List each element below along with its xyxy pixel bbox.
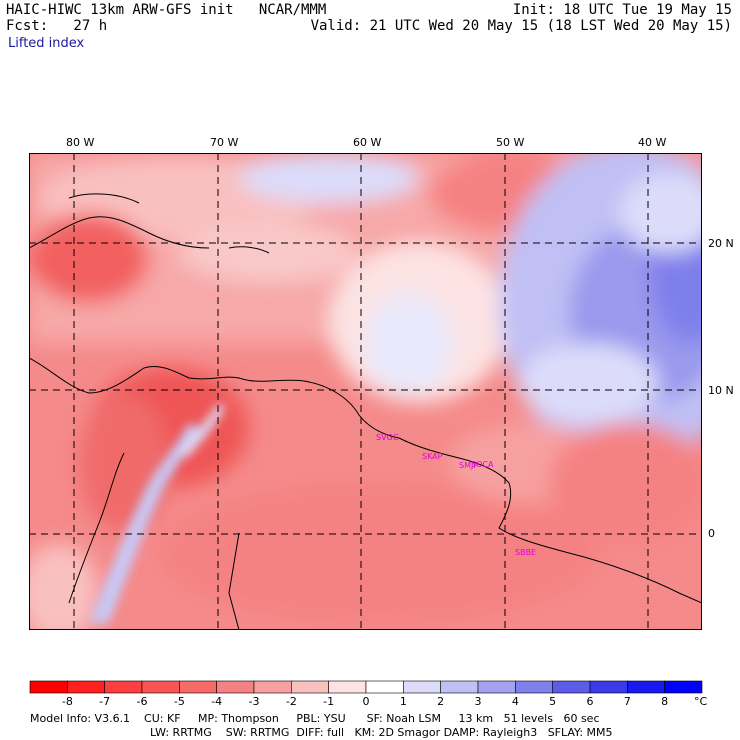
andes-band [89,403,225,623]
colorbar-swatch [67,680,105,694]
colorbar-tick-label: 3 [475,695,482,708]
colorbar-swatch [328,680,367,694]
lon-label-70w: 70 W [210,136,239,149]
colorbar-tick-label: 0 [363,695,370,708]
colorbar-tick-label: -6 [137,695,148,708]
colorbar-tick-label: 6 [587,695,594,708]
colorbar-swatch [365,680,404,694]
lon-label-40w: 40 W [638,136,667,149]
colorbar-swatch [291,680,329,694]
lat-label-20n: 20 N [708,237,734,250]
colorbar-tick-label: 5 [549,695,556,708]
colorbar-swatch [664,680,703,694]
init-time: Init: 18 UTC Tue 19 May 15 [512,2,732,18]
colorbar-swatch [403,680,441,694]
station-label: SBBE [515,548,536,557]
colorbar-tick-label: -4 [211,695,222,708]
colorbar-tick-label: -1 [323,695,334,708]
lifted-index-map: SVGC SKAP SMJP SOCA SBBE [29,153,702,630]
field-name: Lifted index [8,36,85,51]
graticule [29,153,702,630]
lon-label-50w: 50 W [496,136,525,149]
map-frame [29,153,702,630]
colorbar-swatch [253,680,292,694]
colorbar-tick-label: -3 [249,695,260,708]
colorbar-swatch [627,680,665,694]
colorbar-swatch [104,680,143,694]
colorbar-swatch [440,680,479,694]
colorbar-swatch [29,680,68,694]
colorbar-tick-label: -5 [174,695,185,708]
colorbar-swatch [589,680,628,694]
colorbar-tick-label: 4 [512,695,519,708]
station-label: SKAP [422,452,443,461]
station-label: SMJP [459,461,478,470]
model-title: HAIC-HIWC 13km ARW-GFS init NCAR/MMM [6,2,327,18]
colorbar-unit: °C [694,695,708,708]
colorbar-tick-label: -7 [99,695,110,708]
station-label: SVGC [376,433,399,442]
colorbar-swatch [216,680,255,694]
colorbar-tick-label: 7 [624,695,631,708]
colorbar-tick-label: 8 [661,695,668,708]
lat-label-10n: 10 N [708,384,734,397]
lon-label-80w: 80 W [66,136,95,149]
model-info-line2: LW: RRTMG SW: RRTMG DIFF: full KM: 2D Sm… [150,726,613,739]
lon-label-60w: 60 W [353,136,382,149]
colorbar-swatch [179,680,217,694]
colorbar-tick-label: -2 [286,695,297,708]
colorbar-swatch [477,680,516,694]
colorbar: -8 -7 -6 -5 -4 -3 -2 -1 0 1 2 3 4 5 6 7 8 °C [29,680,708,708]
forecast-hour: Fcst: 27 h [6,18,108,34]
colorbar-swatch [515,680,553,694]
coastlines [29,193,702,630]
colorbar-tick-label: 2 [437,695,444,708]
model-info-line1: Model Info: V3.6.1 CU: KF MP: Thompson P… [30,712,600,725]
lat-label-0: 0 [708,527,715,540]
colorbar-swatch [141,680,180,694]
valid-time: Valid: 21 UTC Wed 20 May 15 (18 LST Wed … [310,18,732,34]
colorbar-tick-label: 1 [400,695,407,708]
station-label: SOCA [471,460,494,469]
colorbar-tick-label: -8 [62,695,73,708]
colorbar-swatch [552,680,591,694]
